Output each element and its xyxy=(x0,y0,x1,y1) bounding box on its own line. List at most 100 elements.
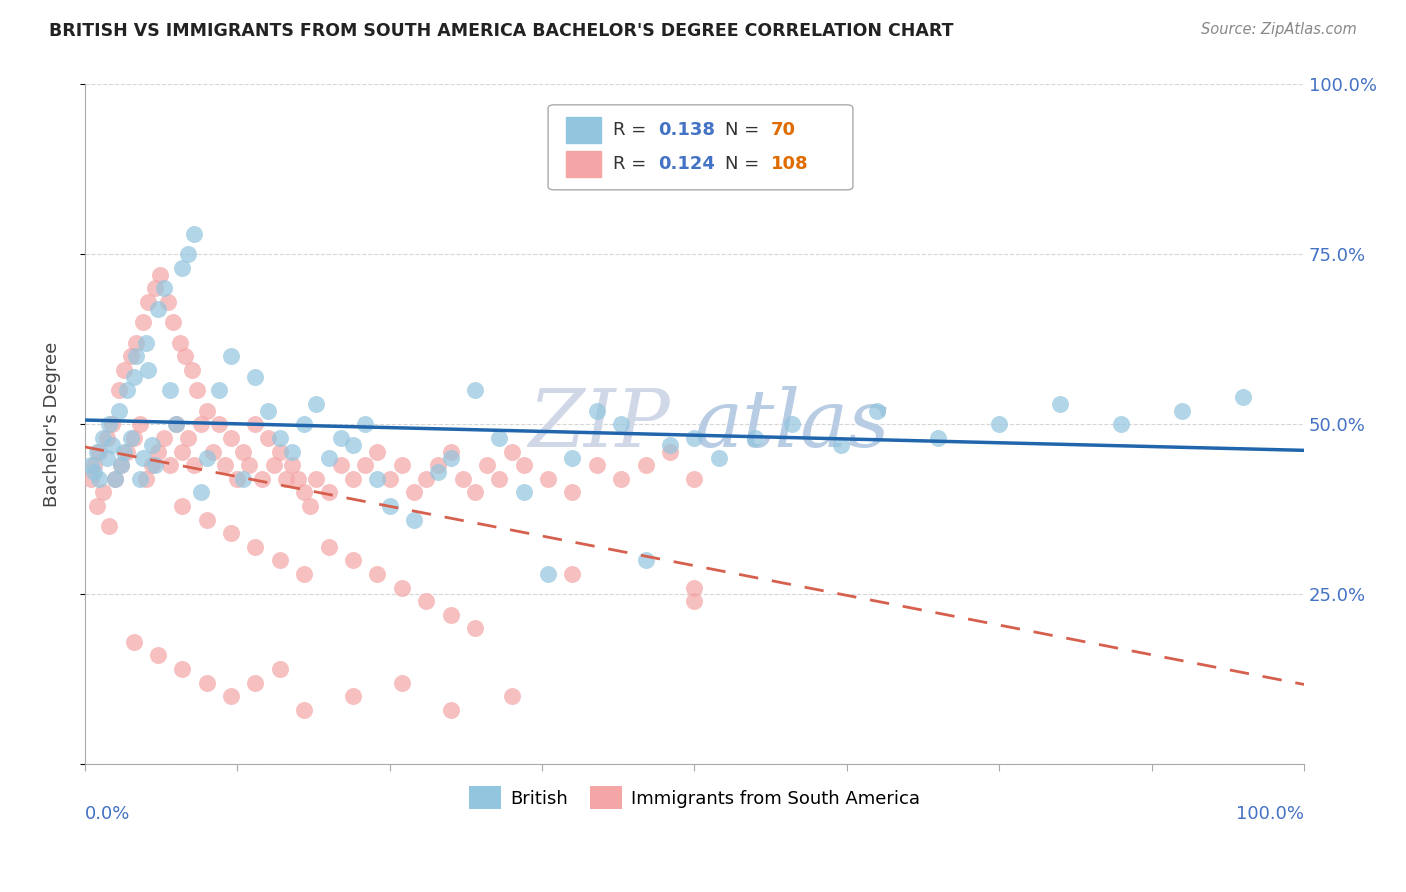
Text: Source: ZipAtlas.com: Source: ZipAtlas.com xyxy=(1201,22,1357,37)
Point xyxy=(561,566,583,581)
Point xyxy=(744,431,766,445)
Point xyxy=(117,384,139,398)
Point xyxy=(988,417,1011,432)
Legend: British, Immigrants from South America: British, Immigrants from South America xyxy=(461,779,928,816)
Text: 70: 70 xyxy=(772,121,796,139)
Point xyxy=(100,417,122,432)
Bar xyxy=(567,151,600,177)
Point xyxy=(108,384,131,398)
Point xyxy=(177,431,200,445)
Point xyxy=(281,444,304,458)
Point xyxy=(561,451,583,466)
Point xyxy=(110,458,132,472)
Point xyxy=(141,458,163,472)
Point xyxy=(354,458,377,472)
Point xyxy=(91,485,114,500)
Point xyxy=(439,444,461,458)
Point xyxy=(86,499,108,513)
Point xyxy=(98,519,121,533)
Point xyxy=(146,648,169,663)
Point xyxy=(208,384,231,398)
Point xyxy=(132,451,155,466)
Point xyxy=(269,431,291,445)
Point xyxy=(153,281,176,295)
Point xyxy=(125,335,148,350)
Y-axis label: Bachelor's Degree: Bachelor's Degree xyxy=(44,342,60,507)
Point xyxy=(112,444,135,458)
Point xyxy=(1109,417,1132,432)
Point xyxy=(1171,403,1194,417)
Point xyxy=(501,444,523,458)
Text: 108: 108 xyxy=(772,155,808,173)
Point xyxy=(195,451,218,466)
Bar xyxy=(567,117,600,143)
Point xyxy=(226,472,249,486)
Point xyxy=(232,472,254,486)
Point xyxy=(415,594,437,608)
Point xyxy=(132,315,155,329)
Point xyxy=(145,458,167,472)
Point xyxy=(329,431,352,445)
Point xyxy=(120,350,142,364)
Point xyxy=(162,315,184,329)
Point xyxy=(219,350,242,364)
Point xyxy=(145,281,167,295)
Point xyxy=(780,417,803,432)
Point xyxy=(104,472,127,486)
Point xyxy=(366,566,388,581)
Point xyxy=(177,247,200,261)
Point xyxy=(238,458,260,472)
Point xyxy=(256,403,278,417)
Point xyxy=(186,384,208,398)
Point xyxy=(195,675,218,690)
Point xyxy=(305,472,328,486)
Point xyxy=(91,431,114,445)
Point xyxy=(318,485,340,500)
Point xyxy=(342,690,364,704)
Point xyxy=(391,458,413,472)
Point xyxy=(128,417,150,432)
Point xyxy=(402,512,425,526)
Point xyxy=(586,458,609,472)
Point xyxy=(292,485,315,500)
Point xyxy=(219,690,242,704)
Text: atlas: atlas xyxy=(695,385,890,463)
Point xyxy=(634,458,657,472)
Point xyxy=(342,438,364,452)
Point xyxy=(488,431,510,445)
Point xyxy=(292,566,315,581)
Point xyxy=(830,438,852,452)
Point xyxy=(475,458,498,472)
Point xyxy=(537,566,560,581)
Point xyxy=(96,431,118,445)
Point xyxy=(439,451,461,466)
Point xyxy=(318,451,340,466)
Text: BRITISH VS IMMIGRANTS FROM SOUTH AMERICA BACHELOR'S DEGREE CORRELATION CHART: BRITISH VS IMMIGRANTS FROM SOUTH AMERICA… xyxy=(49,22,953,40)
Point xyxy=(707,451,730,466)
Point xyxy=(318,540,340,554)
Point xyxy=(245,540,267,554)
Point xyxy=(683,594,706,608)
Point xyxy=(245,417,267,432)
Point xyxy=(329,458,352,472)
Point xyxy=(305,397,328,411)
Point xyxy=(104,472,127,486)
Point xyxy=(146,301,169,316)
Point xyxy=(165,417,187,432)
Point xyxy=(1049,397,1071,411)
Point xyxy=(135,335,157,350)
Point xyxy=(86,444,108,458)
Point xyxy=(427,465,450,479)
Point xyxy=(512,458,534,472)
Point xyxy=(292,417,315,432)
Point xyxy=(141,438,163,452)
Point xyxy=(135,472,157,486)
Point xyxy=(165,417,187,432)
Point xyxy=(866,403,889,417)
Point xyxy=(415,472,437,486)
Point xyxy=(172,444,194,458)
Point xyxy=(156,295,179,310)
Point xyxy=(110,458,132,472)
Point xyxy=(219,431,242,445)
Point xyxy=(159,458,181,472)
